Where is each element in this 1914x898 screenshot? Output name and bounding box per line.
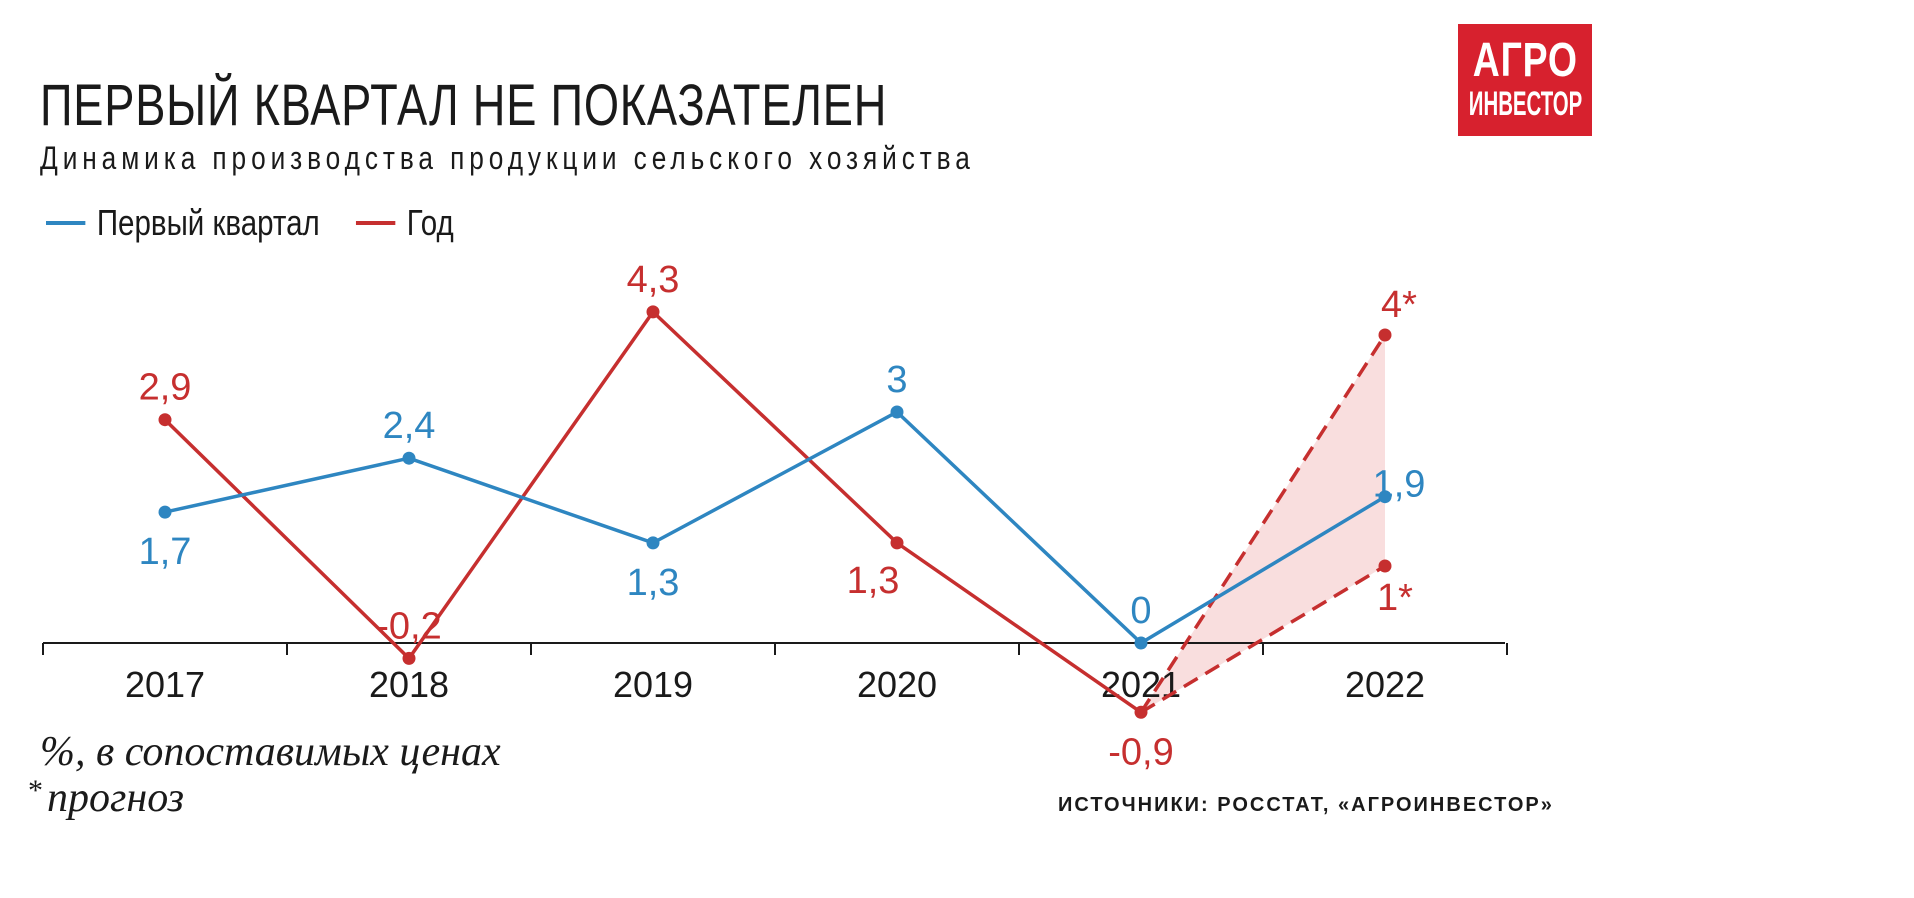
point-forecast-low (1378, 559, 1392, 573)
chart-subtitle: Динамика производства продукции сельског… (40, 140, 975, 176)
data-label-year-2020: 1,3 (847, 560, 900, 602)
legend-label-year: Год (406, 202, 454, 243)
data-label-q1-2022: 1,9 (1373, 464, 1426, 506)
legend-label-q1: Первый квартал (96, 202, 320, 243)
x-tick-label-2018: 2018 (369, 664, 449, 705)
data-label-year-2017: 2,9 (139, 367, 192, 409)
agroinvestor-logo: АГРО ИНВЕСТОР (1458, 24, 1592, 136)
legend-swatch-year (355, 221, 396, 225)
data-label-year-2019: 4,3 (627, 259, 680, 301)
x-tick-label-2020: 2020 (857, 664, 937, 705)
data-label-year-2021: -0,9 (1108, 731, 1173, 773)
legend-swatch-q1 (46, 221, 86, 225)
units-note: %, в сопоставимых ценах (40, 729, 501, 775)
forecast-asterisk: * (28, 774, 43, 807)
data-label-forecast-low: 1* (1377, 577, 1413, 619)
data-label-q1-2021: 0 (1130, 590, 1151, 632)
data-label-q1-2017: 1,7 (139, 531, 192, 573)
x-tick-label-2017: 2017 (125, 664, 205, 705)
x-tick-label-2022: 2022 (1345, 664, 1425, 705)
chart-title: ПЕРВЫЙ КВАРТАЛ НЕ ПОКАЗАТЕЛЕН (40, 73, 888, 138)
series-line-q1 (164, 409, 1386, 646)
point-year-2020 (890, 536, 904, 550)
point-q1-2022 (1378, 490, 1392, 504)
data-label-q1-2018: 2,4 (383, 405, 436, 447)
x-tick-label-2019: 2019 (613, 664, 693, 705)
point-q1-2017 (158, 505, 172, 519)
legend: Первый квартал Год (46, 202, 454, 244)
point-year-2018 (402, 651, 416, 665)
forecast-note-text: прогноз (47, 775, 185, 821)
data-label-q1-2020: 3 (886, 359, 907, 401)
point-year-2017 (158, 413, 172, 427)
point-q1-2018 (402, 451, 416, 465)
point-q1-2019 (646, 536, 660, 550)
forecast-line-low (1140, 564, 1386, 714)
point-year-2021 (1134, 705, 1148, 719)
legend-item-year: Год (355, 202, 454, 244)
point-year-2019 (646, 305, 660, 319)
logo-line-2: ИНВЕСТОР (1468, 85, 1582, 123)
data-label-forecast-high: 4* (1381, 284, 1417, 326)
logo-line-1: АГРО (1472, 34, 1578, 87)
data-label-year-2018: -0,2 (376, 605, 441, 647)
point-q1-2020 (890, 405, 904, 419)
sources-note: ИСТОЧНИКИ: РОССТАТ, «АГРОИНВЕСТОР» (1058, 794, 1554, 816)
legend-item-q1: Первый квартал (46, 202, 320, 244)
data-label-q1-2019: 1,3 (627, 562, 680, 604)
forecast-note: *прогноз (28, 774, 184, 822)
series-line-year (163, 309, 1142, 714)
point-forecast-high (1378, 328, 1392, 342)
point-q1-2021 (1134, 636, 1148, 650)
